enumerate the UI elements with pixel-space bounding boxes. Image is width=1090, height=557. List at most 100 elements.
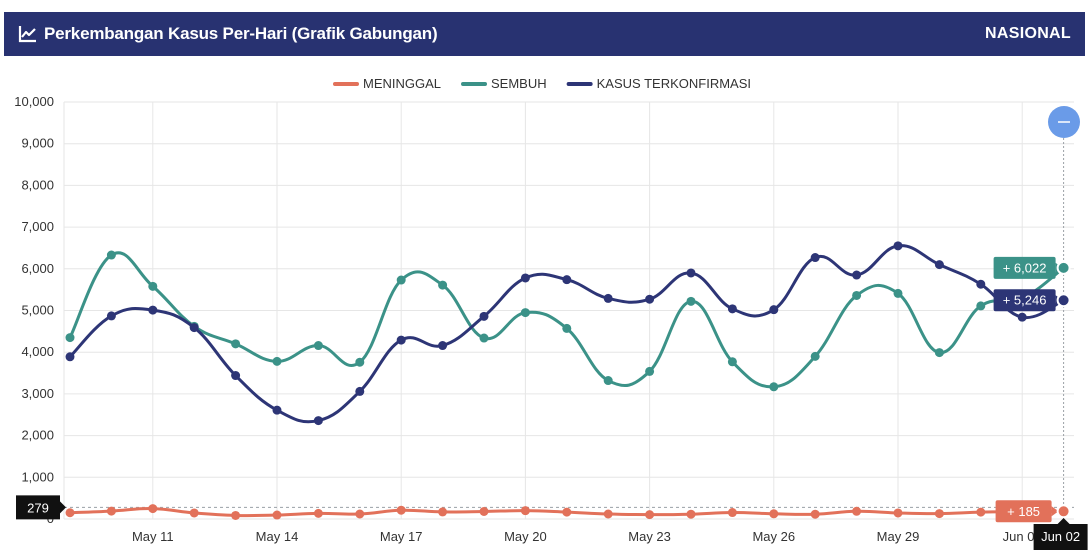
- data-point-meninggal[interactable]: [148, 504, 158, 514]
- data-point-meninggal[interactable]: [106, 506, 116, 516]
- y-tick-label: 10,000: [14, 94, 54, 109]
- data-point-sembuh[interactable]: [479, 333, 489, 343]
- data-point-kasus-terkonfirmasi[interactable]: [479, 311, 489, 321]
- data-point-sembuh[interactable]: [976, 301, 986, 311]
- data-point-sembuh[interactable]: [355, 357, 365, 367]
- legend-label-kasus-terkonfirmasi[interactable]: KASUS TERKONFIRMASI: [597, 76, 751, 91]
- data-point-sembuh[interactable]: [769, 382, 779, 392]
- y-tick-label: 8,000: [21, 177, 54, 192]
- data-point-sembuh[interactable]: [438, 280, 448, 290]
- data-point-sembuh[interactable]: [106, 250, 116, 260]
- x-tick-label: May 17: [380, 529, 423, 544]
- data-point-kasus-terkonfirmasi[interactable]: [934, 260, 944, 270]
- data-point-kasus-terkonfirmasi[interactable]: [438, 341, 448, 351]
- data-point-meninggal[interactable]: [189, 508, 199, 518]
- data-point-meninggal[interactable]: [231, 510, 241, 520]
- data-point-meninggal[interactable]: [727, 508, 737, 518]
- callout-label-kasus-terkonfirmasi: + 5,246: [1003, 293, 1047, 308]
- data-point-sembuh[interactable]: [645, 366, 655, 376]
- data-point-meninggal[interactable]: [272, 510, 282, 520]
- data-point-kasus-terkonfirmasi[interactable]: [810, 253, 820, 263]
- data-point-kasus-terkonfirmasi[interactable]: [355, 386, 365, 396]
- x-highlight-label-arrow: [1057, 518, 1070, 524]
- data-point-sembuh[interactable]: [65, 333, 75, 343]
- data-point-meninggal[interactable]: [396, 505, 406, 515]
- data-point-kasus-terkonfirmasi[interactable]: [893, 241, 903, 251]
- data-point-meninggal[interactable]: [976, 507, 986, 517]
- data-point-meninggal[interactable]: [893, 508, 903, 518]
- data-point-kasus-terkonfirmasi[interactable]: [603, 293, 613, 303]
- data-point-sembuh[interactable]: [810, 351, 820, 361]
- data-point-kasus-terkonfirmasi[interactable]: [1017, 312, 1027, 322]
- y-tick-label: 1,000: [21, 469, 54, 484]
- data-point-sembuh[interactable]: [231, 339, 241, 349]
- series-line-sembuh: [68, 251, 1065, 389]
- x-tick-label: Jun 01: [1003, 529, 1042, 544]
- legend-label-sembuh[interactable]: SEMBUH: [491, 76, 547, 91]
- data-point-sembuh[interactable]: [272, 356, 282, 366]
- x-tick-label: May 20: [504, 529, 547, 544]
- y-tick-label: 5,000: [21, 303, 54, 318]
- data-point-meninggal[interactable]: [769, 509, 779, 519]
- y-tick-label: 9,000: [21, 136, 54, 151]
- data-point-kasus-terkonfirmasi[interactable]: [313, 416, 323, 426]
- data-point-kasus-terkonfirmasi[interactable]: [686, 268, 696, 278]
- data-point-meninggal[interactable]: [65, 508, 75, 518]
- data-point-meninggal[interactable]: [438, 507, 448, 517]
- callout-label-sembuh: + 6,022: [1003, 260, 1047, 275]
- data-point-sembuh[interactable]: [148, 281, 158, 291]
- data-point-kasus-terkonfirmasi[interactable]: [562, 275, 572, 285]
- y-tick-label: 3,000: [21, 386, 54, 401]
- hover-point-kasus-terkonfirmasi[interactable]: [1056, 293, 1071, 308]
- data-point-meninggal[interactable]: [810, 509, 820, 519]
- data-point-kasus-terkonfirmasi[interactable]: [106, 311, 116, 321]
- x-tick-label: May 23: [628, 529, 671, 544]
- data-point-kasus-terkonfirmasi[interactable]: [976, 279, 986, 289]
- callout-box-kasus-terkonfirmasi: [993, 289, 1056, 312]
- x-highlight-label: Jun 02: [1041, 529, 1080, 544]
- data-point-kasus-terkonfirmasi[interactable]: [148, 305, 158, 315]
- data-point-meninggal[interactable]: [603, 509, 613, 519]
- data-point-meninggal[interactable]: [479, 506, 489, 516]
- data-point-kasus-terkonfirmasi[interactable]: [520, 273, 530, 283]
- data-point-kasus-terkonfirmasi[interactable]: [852, 270, 862, 280]
- data-point-kasus-terkonfirmasi[interactable]: [65, 352, 75, 362]
- data-point-sembuh[interactable]: [686, 296, 696, 306]
- data-point-meninggal[interactable]: [645, 510, 655, 520]
- data-point-sembuh[interactable]: [520, 308, 530, 318]
- callout-box-meninggal: [995, 500, 1052, 523]
- data-point-kasus-terkonfirmasi[interactable]: [189, 323, 199, 333]
- data-point-kasus-terkonfirmasi[interactable]: [645, 294, 655, 304]
- data-point-sembuh[interactable]: [934, 348, 944, 358]
- chart-title: Perkembangan Kasus Per-Hari (Grafik Gabu…: [44, 24, 438, 43]
- data-point-sembuh[interactable]: [562, 323, 572, 333]
- data-point-sembuh[interactable]: [396, 275, 406, 285]
- data-point-meninggal[interactable]: [520, 506, 530, 516]
- data-point-kasus-terkonfirmasi[interactable]: [231, 371, 241, 381]
- data-point-kasus-terkonfirmasi[interactable]: [727, 304, 737, 314]
- data-point-sembuh[interactable]: [893, 288, 903, 298]
- data-point-sembuh[interactable]: [852, 290, 862, 300]
- data-point-sembuh[interactable]: [727, 357, 737, 367]
- reference-label: 279: [27, 500, 49, 515]
- data-point-sembuh[interactable]: [313, 341, 323, 351]
- reference-label-arrow: [60, 501, 66, 514]
- data-point-meninggal[interactable]: [313, 508, 323, 518]
- data-point-meninggal[interactable]: [355, 509, 365, 519]
- hover-point-meninggal[interactable]: [1056, 504, 1071, 519]
- hover-point-sembuh[interactable]: [1056, 260, 1071, 275]
- legend-label-meninggal[interactable]: MENINGGAL: [363, 76, 441, 91]
- data-point-kasus-terkonfirmasi[interactable]: [396, 335, 406, 345]
- data-point-meninggal[interactable]: [686, 509, 696, 519]
- y-tick-label: 2,000: [21, 428, 54, 443]
- region-label: NASIONAL: [985, 25, 1071, 42]
- line-chart-icon: [18, 26, 36, 43]
- data-point-kasus-terkonfirmasi[interactable]: [272, 405, 282, 415]
- y-tick-label: 4,000: [21, 344, 54, 359]
- data-point-meninggal[interactable]: [852, 506, 862, 516]
- data-point-kasus-terkonfirmasi[interactable]: [769, 305, 779, 315]
- data-point-sembuh[interactable]: [603, 376, 613, 386]
- data-point-meninggal[interactable]: [562, 507, 572, 517]
- data-point-meninggal[interactable]: [934, 509, 944, 519]
